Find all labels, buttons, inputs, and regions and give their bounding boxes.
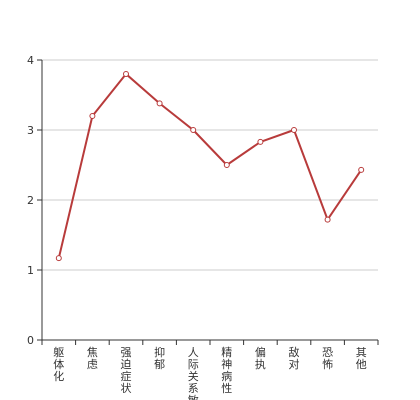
x-tick-label: 人际关系敏感 xyxy=(188,346,199,400)
series-line-group xyxy=(55,71,365,262)
series-line xyxy=(57,73,363,259)
data-point[interactable] xyxy=(123,71,129,77)
data-point[interactable] xyxy=(291,127,297,133)
data-point[interactable] xyxy=(257,138,264,145)
x-tick-label: 敌对 xyxy=(289,345,300,371)
y-tick-label: 4 xyxy=(27,54,34,67)
data-point[interactable] xyxy=(324,216,331,223)
x-tick-label: 躯体化 xyxy=(53,346,64,383)
y-tick-label: 3 xyxy=(27,124,34,137)
data-point[interactable] xyxy=(89,113,96,119)
y-axis: 0 1 2 3 4 xyxy=(27,54,43,347)
data-point[interactable] xyxy=(358,166,365,173)
x-tick-label: 焦虑 xyxy=(87,346,98,371)
x-tick-label: 偏执 xyxy=(255,345,266,371)
x-tick-label: 抑郁 xyxy=(154,345,165,371)
data-point[interactable] xyxy=(156,100,163,107)
x-tick-label: 其他 xyxy=(356,346,367,371)
x-tick-label: 恐怖 xyxy=(322,346,333,371)
data-point[interactable] xyxy=(223,162,230,168)
data-point[interactable] xyxy=(55,255,62,262)
y-tick-label: 2 xyxy=(27,194,34,207)
x-tick-label: 强迫症状 xyxy=(121,346,132,395)
x-tick-label: 精神病性 xyxy=(221,346,232,395)
data-point[interactable] xyxy=(190,127,197,133)
y-tick-label: 1 xyxy=(27,264,34,277)
y-tick-label: 0 xyxy=(27,334,34,347)
grid-lines xyxy=(42,59,378,271)
